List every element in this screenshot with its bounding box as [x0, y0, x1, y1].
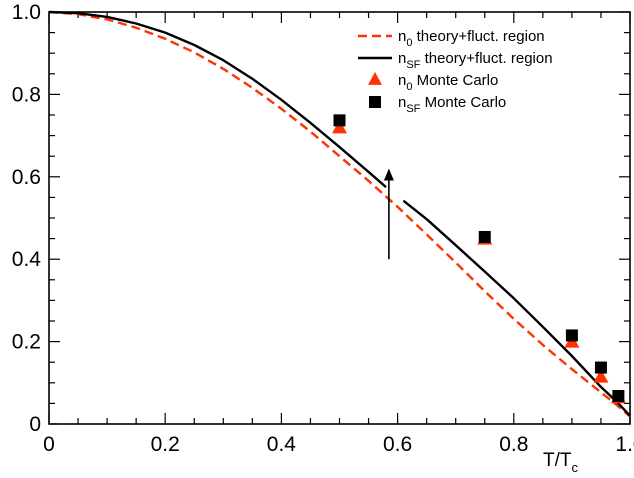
x-axis-title: T/Tc: [543, 450, 579, 475]
plot-frame: [48, 11, 631, 425]
x-axis-title-sub: c: [572, 460, 579, 475]
n0-theory-curve: [48, 10, 631, 418]
nsf-monte-carlo-point: [594, 361, 607, 374]
n0-monte-carlo-point: [332, 119, 347, 134]
x-tick-label: 0.6: [383, 433, 412, 456]
legend-label: nSF theory+fluct. region: [398, 50, 553, 71]
n0-monte-carlo-point: [593, 369, 609, 383]
curves: [48, 10, 631, 418]
nsf-monte-carlo-point: [565, 329, 578, 342]
arrow-head: [383, 168, 394, 181]
markers: [332, 114, 626, 404]
nsf-monte-carlo-point: [333, 114, 346, 127]
annotations: [383, 168, 394, 260]
nsf-theory-curve: [402, 199, 631, 417]
plot-border: [48, 11, 631, 425]
nsf-monte-carlo-point: [612, 389, 625, 402]
x-tick-label: 0: [43, 433, 55, 456]
tick-labels: 0 0.2 0.4 0.6 0.8 1.0 0 0.2 0.4 0.6 0.8 1.0: [12, 1, 634, 456]
axis-ticks: [48, 11, 631, 425]
nsf-monte-carlo-point: [478, 230, 491, 243]
y-tick-label: 0: [29, 413, 41, 436]
nsf-theory-curve: [48, 10, 387, 189]
x-tick-label: 0.8: [499, 433, 528, 456]
legend-label: n0 theory+fluct. region: [398, 28, 545, 49]
x-tick-label: 0.2: [151, 433, 180, 456]
y-tick-label: 0.6: [12, 166, 41, 189]
y-tick-label: 0.8: [12, 83, 41, 106]
y-tick-label: 0.4: [12, 248, 42, 271]
x-tick-label: 1.0: [615, 433, 634, 456]
legend-label: n0 Monte Carlo: [398, 72, 498, 93]
y-tick-label: 0.2: [12, 331, 41, 354]
x-axis-title-main: T/T: [543, 450, 572, 471]
legend-label: nSF Monte Carlo: [398, 94, 506, 115]
y-tick-label: 1.0: [12, 1, 41, 24]
legend-symbol-n0-mc: [368, 72, 382, 85]
x-tick-label: 0.4: [267, 433, 297, 456]
legend-symbol-nsf-mc: [369, 96, 381, 108]
